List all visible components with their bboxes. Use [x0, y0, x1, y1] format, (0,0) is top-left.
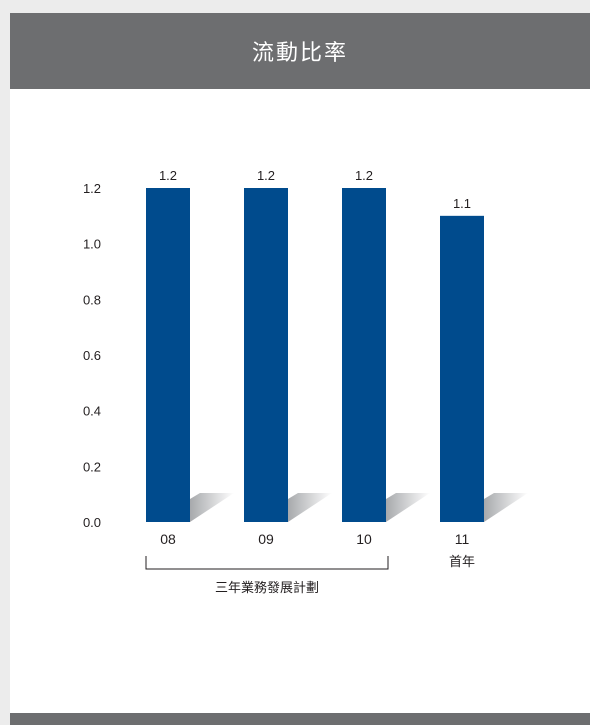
y-tick-label: 0.6	[83, 348, 101, 363]
x-tick-label: 11	[455, 531, 470, 547]
y-tick-label: 1.0	[83, 237, 101, 252]
data-labels: 1.2 1.2 1.2 1.1	[159, 168, 471, 211]
bar-shadows	[190, 493, 528, 522]
bracket-label: 三年業務發展計劃	[215, 580, 319, 595]
x-tick-sublabel: 首年	[449, 554, 475, 569]
data-label: 1.2	[355, 168, 373, 183]
bar-shadow	[190, 493, 234, 522]
bracket-line	[145, 556, 389, 570]
chart-title-bar: 流動比率	[10, 13, 590, 89]
group-bracket: 三年業務發展計劃	[145, 556, 389, 595]
y-tick-label: 0.4	[83, 404, 101, 419]
y-tick-label: 0.8	[83, 292, 101, 307]
y-tick-label: 0.0	[83, 515, 101, 530]
data-label: 1.2	[159, 168, 177, 183]
y-tick-label: 1.2	[83, 181, 101, 196]
bar-11	[440, 215, 484, 523]
bar-shadow	[288, 493, 332, 522]
bar-shadow	[386, 493, 430, 522]
x-tick-label: 08	[160, 531, 176, 547]
x-tick-label: 09	[258, 531, 274, 547]
bar-shadow	[484, 493, 528, 522]
bars	[146, 188, 484, 523]
y-axis: 0.0 0.2 0.4 0.6 0.8 1.0 1.2	[83, 181, 101, 530]
bar-10	[342, 188, 386, 522]
chart-card: 流動比率	[10, 13, 590, 725]
bar-08	[146, 188, 190, 522]
y-tick-label: 0.2	[83, 459, 101, 474]
footer-bar	[10, 713, 590, 725]
x-tick-label: 10	[356, 531, 372, 547]
data-label: 1.2	[257, 168, 275, 183]
data-label: 1.1	[453, 196, 471, 211]
bar-09	[244, 188, 288, 522]
x-axis: 08 09 10 11 首年	[160, 531, 475, 569]
chart-title: 流動比率	[251, 41, 348, 66]
